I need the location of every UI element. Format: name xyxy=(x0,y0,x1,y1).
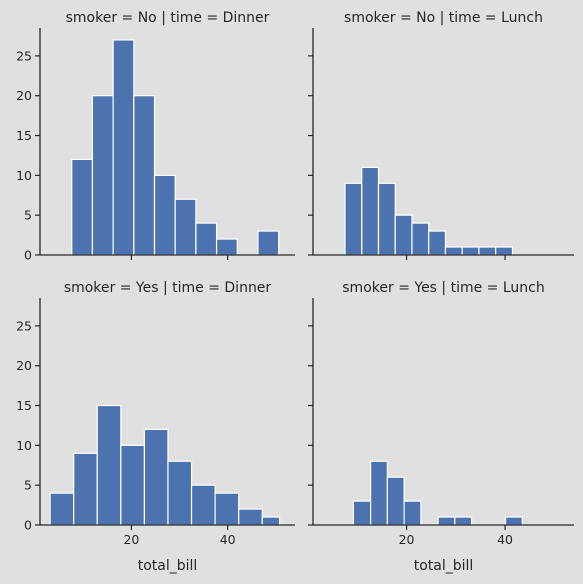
y-tick-label: 10 xyxy=(16,438,32,453)
histogram-bar xyxy=(73,452,98,526)
histogram-bar xyxy=(190,484,216,526)
histogram-bar xyxy=(394,214,413,256)
histogram-bar xyxy=(386,476,405,526)
y-tick-label: 0 xyxy=(24,248,32,263)
histogram-bar xyxy=(96,404,122,526)
x-axis-label: total_bill xyxy=(138,558,198,574)
histogram-bar xyxy=(49,492,75,526)
histogram-bar xyxy=(495,246,514,256)
y-tick-label: 15 xyxy=(16,128,32,143)
facet-title: smoker = Yes | time = Lunch xyxy=(342,280,544,296)
histogram-bar xyxy=(504,516,523,526)
histogram-bar xyxy=(257,230,280,256)
x-axis-label: total_bill xyxy=(414,558,474,574)
histogram-bar xyxy=(444,246,463,256)
histogram-bar xyxy=(261,516,281,526)
facet-title: smoker = Yes | time = Dinner xyxy=(64,280,272,296)
histogram-bar xyxy=(352,500,372,526)
histogram-bar xyxy=(215,238,238,256)
histogram-bar xyxy=(133,95,156,256)
y-tick-label: 5 xyxy=(24,208,32,223)
y-tick-label: 20 xyxy=(16,88,32,103)
histogram-bar xyxy=(71,158,94,256)
x-tick-label: 20 xyxy=(123,532,139,547)
facet-panel-3: smoker = Yes | time = Dinner 0 5 10 15 20 25 20… xyxy=(16,280,295,574)
x-tick-label: 20 xyxy=(399,532,415,547)
histogram-bar xyxy=(143,428,169,526)
histogram-bar xyxy=(428,230,447,256)
x-tick-label: 40 xyxy=(220,532,236,547)
histogram-bar xyxy=(411,222,430,256)
histogram-bar xyxy=(174,198,197,256)
histogram-bar xyxy=(377,182,396,256)
y-tick-label: 25 xyxy=(16,48,32,63)
y-tick-label: 0 xyxy=(24,518,32,533)
histogram-bar xyxy=(461,246,480,256)
histogram-bar xyxy=(214,492,240,526)
facet-panels: smoker = No | time = Dinner0510152025smo… xyxy=(16,10,574,574)
histogram-bar xyxy=(403,500,422,526)
facet-title: smoker = No | time = Lunch xyxy=(344,10,543,26)
y-tick-label: 20 xyxy=(16,358,32,373)
y-tick-label: 10 xyxy=(16,168,32,183)
facet-title: smoker = No | time = Dinner xyxy=(66,10,270,26)
histogram-bar xyxy=(454,516,473,526)
y-tick-label: 5 xyxy=(24,478,32,493)
histogram-bar xyxy=(91,95,114,256)
histogram-bar xyxy=(112,39,135,256)
histogram-bar xyxy=(370,460,388,526)
histogram-bar xyxy=(167,460,193,526)
x-tick-label: 40 xyxy=(497,532,513,547)
histogram-bar xyxy=(195,222,218,256)
y-tick-label: 25 xyxy=(16,318,32,333)
facet-panel-2: smoker = No | time = Lunch xyxy=(308,10,574,260)
histogram-bar xyxy=(478,246,497,256)
y-tick-label: 15 xyxy=(16,398,32,413)
histogram-bar xyxy=(153,174,176,256)
histogram-bar xyxy=(120,444,146,526)
histogram-bar xyxy=(344,182,363,256)
facet-panel-4: smoker = Yes | time = Lunch 20 40 total_bil… xyxy=(308,280,574,574)
histogram-bar xyxy=(238,508,263,526)
histogram-bar xyxy=(361,166,380,256)
facet-panel-1: smoker = No | time = Dinner 0 5 10 15 20 25 xyxy=(16,10,295,263)
histogram-bar xyxy=(437,516,456,526)
